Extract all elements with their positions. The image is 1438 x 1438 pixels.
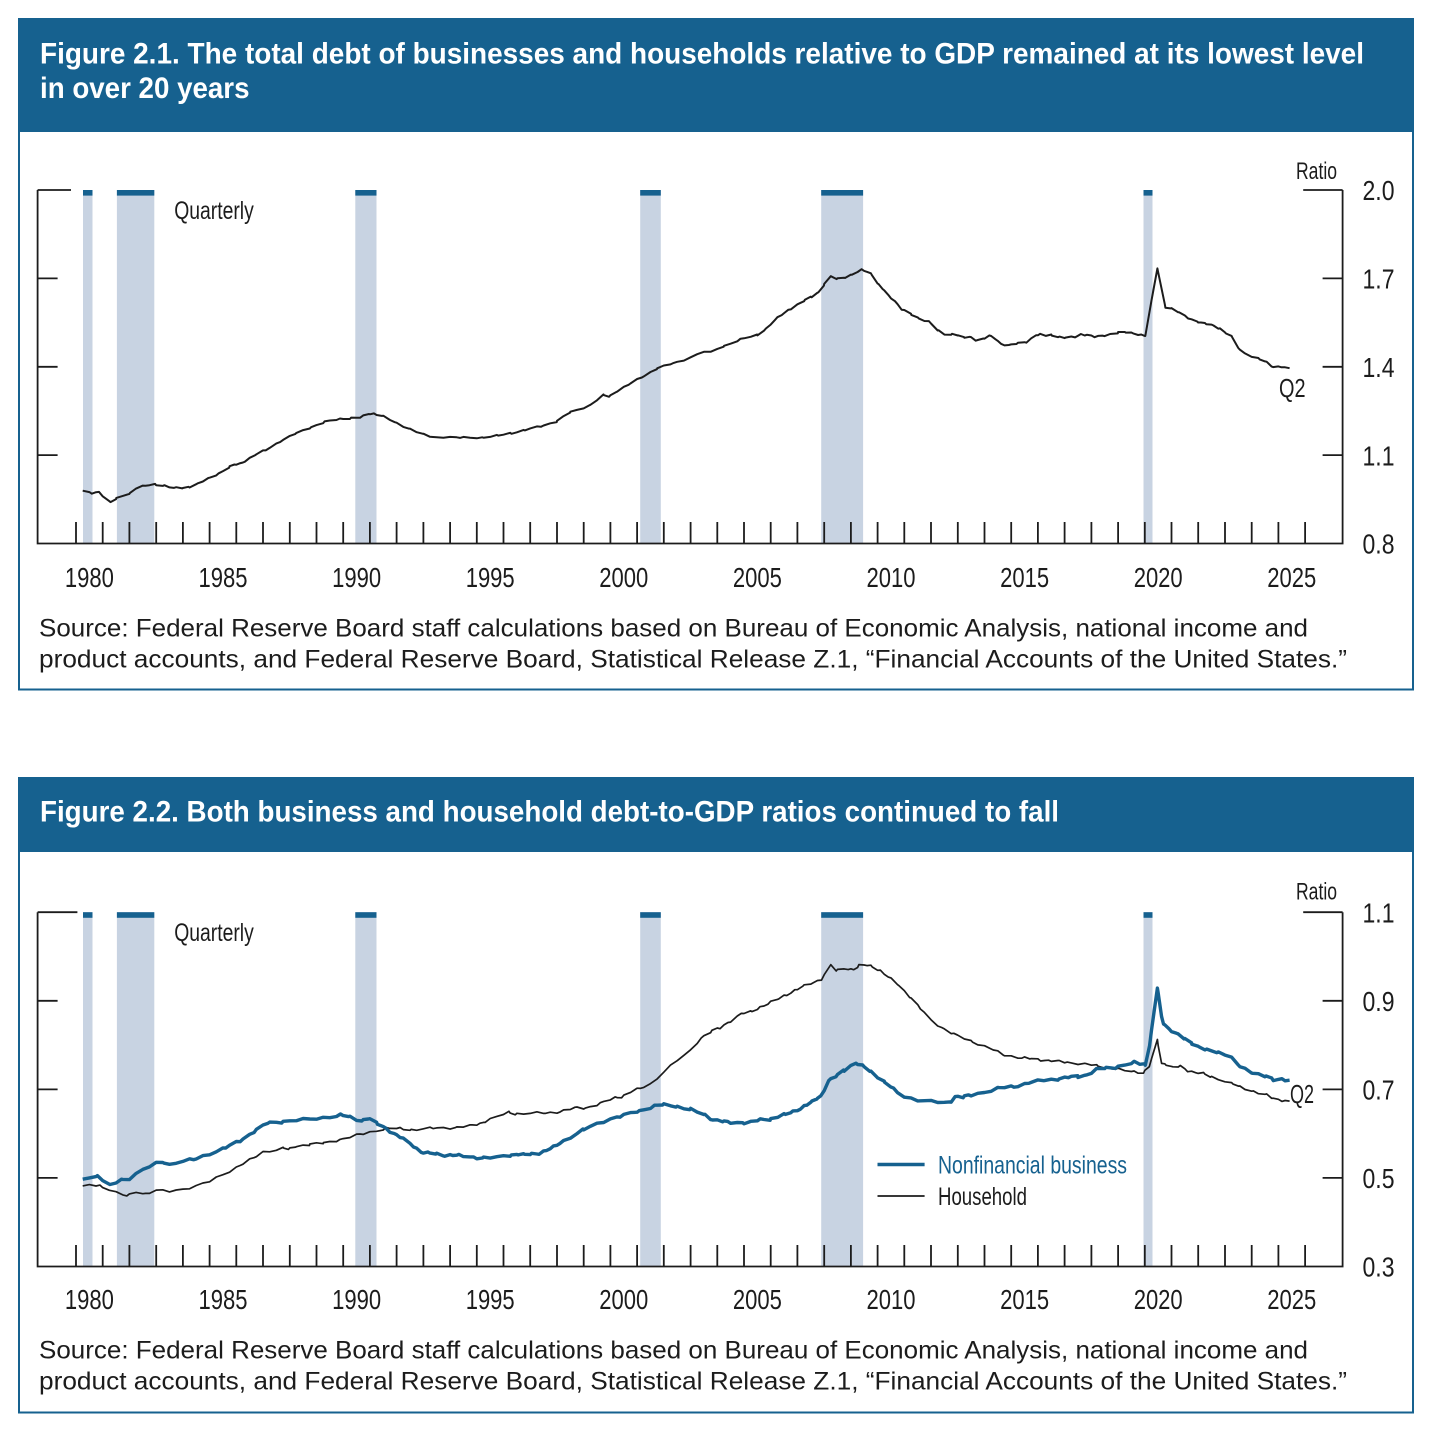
svg-text:Q2: Q2 bbox=[1290, 1079, 1314, 1109]
svg-text:Figure 2.2. Both business and: Figure 2.2. Both business and household … bbox=[40, 796, 1059, 829]
svg-text:0.7: 0.7 bbox=[1363, 1075, 1395, 1106]
svg-text:0.9: 0.9 bbox=[1363, 986, 1395, 1017]
svg-text:Q2: Q2 bbox=[1279, 373, 1306, 403]
svg-text:Nonfinancial business: Nonfinancial business bbox=[938, 1152, 1127, 1180]
svg-text:2005: 2005 bbox=[733, 562, 782, 593]
svg-text:2015: 2015 bbox=[1000, 1284, 1049, 1315]
svg-text:0.5: 0.5 bbox=[1363, 1163, 1395, 1194]
svg-text:Figure 2.1. The total debt of: Figure 2.1. The total debt of businesses… bbox=[40, 37, 1364, 70]
svg-text:Ratio: Ratio bbox=[1296, 879, 1337, 906]
svg-text:Quarterly: Quarterly bbox=[174, 919, 254, 947]
svg-text:0.8: 0.8 bbox=[1363, 529, 1395, 560]
svg-text:product accounts, and Federal: product accounts, and Federal Reserve Bo… bbox=[39, 1368, 1347, 1396]
svg-text:2020: 2020 bbox=[1134, 1284, 1183, 1315]
svg-text:Source: Federal Reserve Board: Source: Federal Reserve Board staff calc… bbox=[39, 1337, 1308, 1365]
svg-text:2020: 2020 bbox=[1134, 562, 1183, 593]
svg-text:2010: 2010 bbox=[867, 1284, 916, 1315]
svg-text:2.0: 2.0 bbox=[1363, 175, 1395, 206]
svg-text:Source: Federal Reserve Board: Source: Federal Reserve Board staff calc… bbox=[39, 614, 1308, 642]
svg-text:1.1: 1.1 bbox=[1363, 440, 1395, 471]
svg-text:1.7: 1.7 bbox=[1363, 264, 1395, 295]
svg-text:2025: 2025 bbox=[1267, 1284, 1316, 1315]
svg-text:1995: 1995 bbox=[466, 1284, 515, 1315]
svg-text:1990: 1990 bbox=[332, 562, 381, 593]
svg-text:2000: 2000 bbox=[599, 1284, 648, 1315]
svg-text:2015: 2015 bbox=[1000, 562, 1049, 593]
svg-text:Quarterly: Quarterly bbox=[174, 197, 254, 225]
svg-text:2005: 2005 bbox=[733, 1284, 782, 1315]
svg-text:2010: 2010 bbox=[867, 562, 916, 593]
svg-text:product accounts, and Federal: product accounts, and Federal Reserve Bo… bbox=[39, 645, 1347, 673]
svg-text:Ratio: Ratio bbox=[1296, 158, 1337, 185]
svg-text:2000: 2000 bbox=[599, 562, 648, 593]
svg-text:Household: Household bbox=[938, 1183, 1027, 1211]
svg-text:2025: 2025 bbox=[1267, 562, 1316, 593]
svg-text:1985: 1985 bbox=[199, 1284, 248, 1315]
svg-text:1.4: 1.4 bbox=[1363, 352, 1395, 383]
svg-text:0.3: 0.3 bbox=[1363, 1252, 1395, 1283]
svg-text:1.1: 1.1 bbox=[1363, 897, 1395, 928]
svg-text:in over 20 years: in over 20 years bbox=[40, 72, 250, 105]
svg-text:1980: 1980 bbox=[65, 1284, 114, 1315]
svg-text:1980: 1980 bbox=[65, 562, 114, 593]
svg-text:1985: 1985 bbox=[199, 562, 248, 593]
svg-text:1995: 1995 bbox=[466, 562, 515, 593]
svg-text:1990: 1990 bbox=[332, 1284, 381, 1315]
